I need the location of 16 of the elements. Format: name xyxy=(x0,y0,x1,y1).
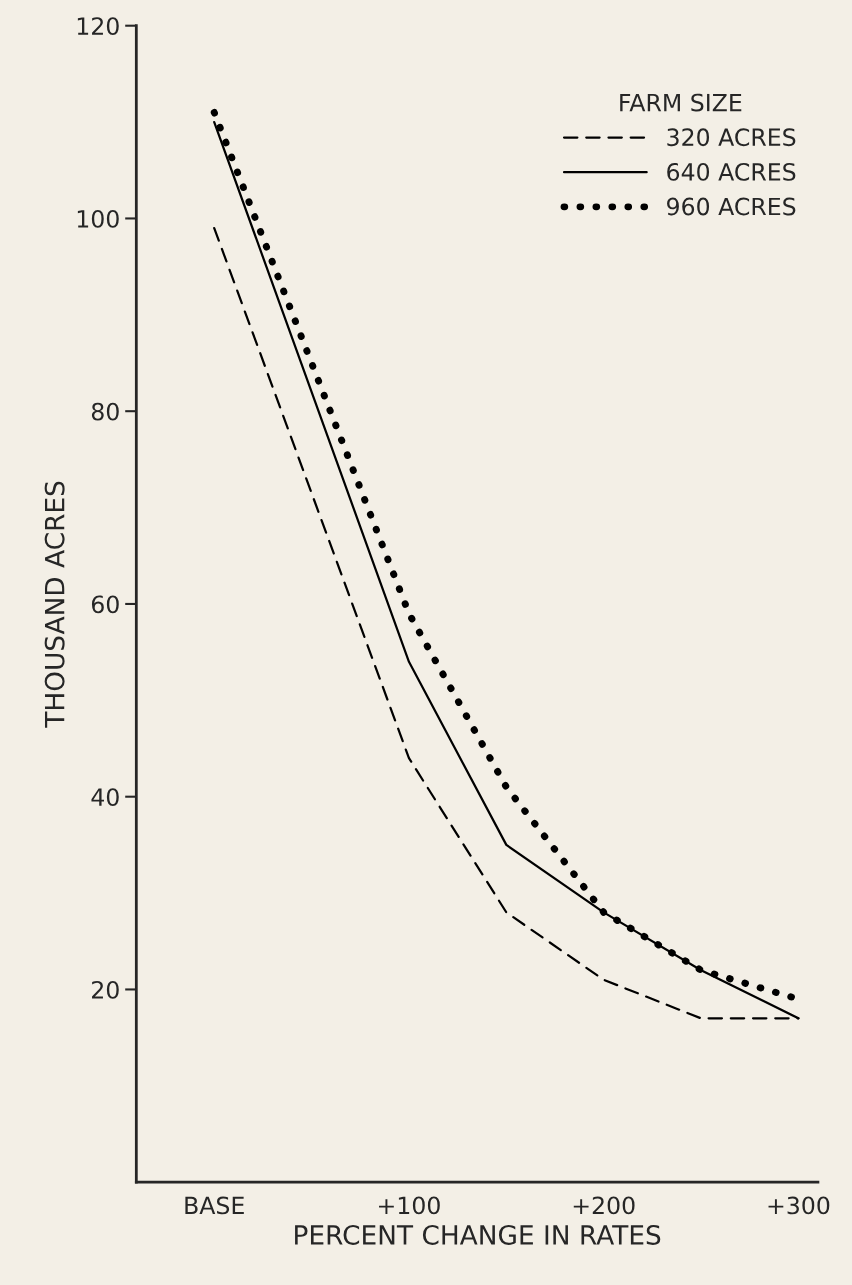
x-tick-label: BASE xyxy=(185,1196,244,1215)
y-tick-label: 40 xyxy=(91,788,119,807)
x-tick-label: +200 xyxy=(573,1196,635,1215)
y-axis-title: THOUSAND ACRES xyxy=(44,481,65,728)
y-tick-label: 120 xyxy=(77,17,119,36)
x-axis-title: PERCENT CHANGE IN RATES xyxy=(295,1224,661,1245)
legend-label: 640 ACRES xyxy=(667,162,796,181)
legend-title: FARM SIZE xyxy=(620,93,742,112)
y-tick-label: 20 xyxy=(92,980,119,999)
legend-label: 320 ACRES xyxy=(667,128,796,147)
x-tick-label: +100 xyxy=(379,1196,440,1215)
y-tick-label: 60 xyxy=(91,595,119,614)
legend-label: 960 ACRES xyxy=(667,197,796,216)
y-tick-label: 100 xyxy=(77,209,119,228)
y-tick-label: 80 xyxy=(91,402,119,421)
x-tick-label: +300 xyxy=(768,1196,830,1215)
